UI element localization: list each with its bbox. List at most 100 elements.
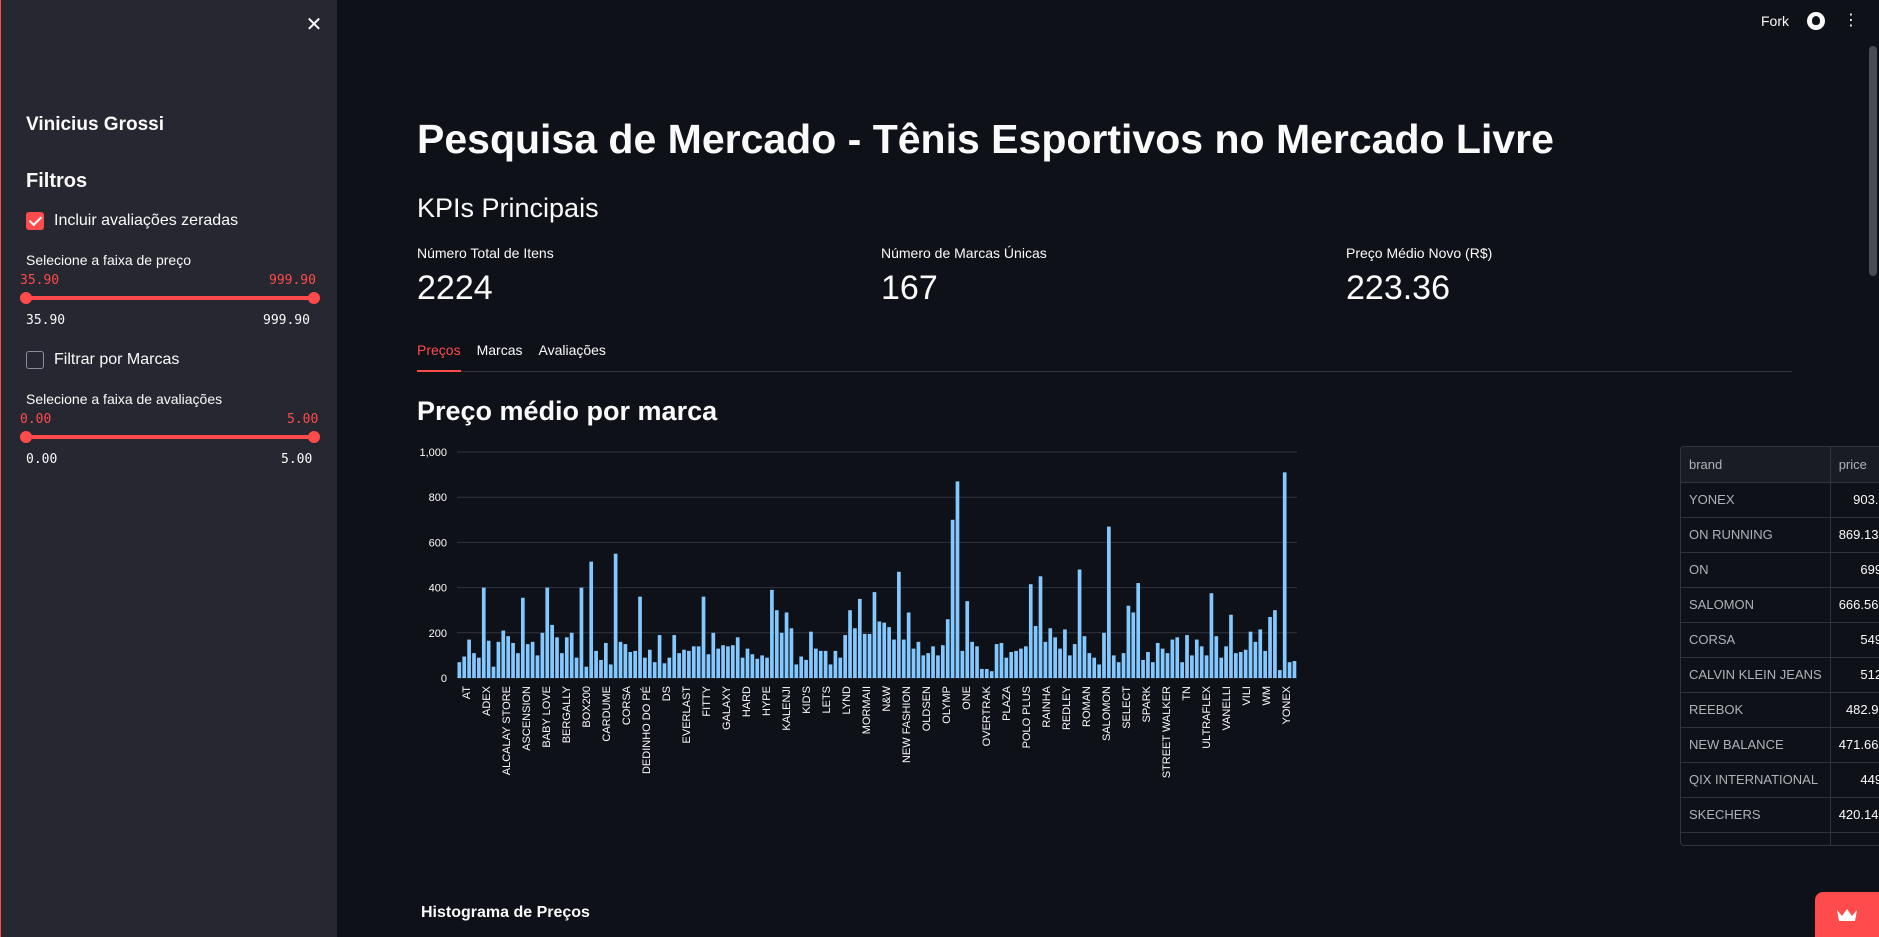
bar[interactable]	[1087, 653, 1092, 678]
bar[interactable]	[599, 659, 603, 678]
table-row[interactable]: QIX INTERNATIONAL449.9	[1681, 762, 1879, 798]
bar[interactable]	[828, 664, 833, 678]
bar[interactable]	[872, 592, 877, 678]
table-row[interactable]: CALVIN KLEIN JEANS512.9	[1681, 657, 1879, 693]
bar[interactable]	[1214, 636, 1219, 678]
bar[interactable]	[1131, 612, 1136, 678]
bar[interactable]	[643, 657, 647, 678]
bar[interactable]	[1107, 526, 1111, 678]
bar[interactable]	[1155, 642, 1160, 678]
bar[interactable]	[1043, 641, 1048, 678]
bar[interactable]	[1121, 653, 1126, 678]
price-slider-high-thumb[interactable]	[308, 292, 320, 304]
bar[interactable]	[1009, 652, 1014, 678]
bar[interactable]	[1077, 569, 1082, 678]
bar[interactable]	[965, 601, 970, 678]
bar[interactable]	[1185, 635, 1189, 678]
bar[interactable]	[848, 610, 852, 678]
bar[interactable]	[799, 656, 804, 678]
kebab-menu-icon[interactable]: ⋮	[1843, 12, 1859, 29]
bar[interactable]	[1082, 636, 1087, 678]
bar[interactable]	[687, 650, 691, 678]
bar[interactable]	[652, 662, 657, 678]
bar[interactable]	[511, 642, 515, 678]
bar[interactable]	[657, 635, 662, 678]
include-zero-ratings-checkbox[interactable]: Incluir avaliações zeradas	[26, 212, 238, 230]
bar[interactable]	[506, 636, 511, 678]
bar[interactable]	[1253, 641, 1258, 678]
bar[interactable]	[1199, 646, 1204, 678]
close-icon[interactable]: ✕	[305, 14, 323, 36]
bar[interactable]	[1072, 644, 1077, 678]
bar[interactable]	[1136, 583, 1141, 678]
bar[interactable]	[970, 641, 974, 678]
bar[interactable]	[818, 650, 823, 678]
bar[interactable]	[823, 650, 828, 678]
bar[interactable]	[980, 668, 984, 678]
bar[interactable]	[931, 646, 935, 678]
bar[interactable]	[892, 639, 896, 678]
tab-precos[interactable]: Preços	[417, 338, 461, 372]
bar[interactable]	[1048, 628, 1053, 678]
bar[interactable]	[755, 658, 760, 678]
bar[interactable]	[853, 628, 857, 678]
bar[interactable]	[1248, 631, 1253, 678]
bar[interactable]	[1180, 662, 1184, 678]
bar[interactable]	[574, 657, 579, 678]
bar[interactable]	[760, 655, 764, 678]
bar[interactable]	[740, 657, 745, 678]
bar[interactable]	[1258, 629, 1263, 678]
bar[interactable]	[730, 645, 735, 678]
bar[interactable]	[926, 653, 931, 678]
bar[interactable]	[496, 641, 501, 678]
bar[interactable]	[1273, 610, 1277, 678]
bar[interactable]	[887, 627, 891, 678]
column-header-price[interactable]: price	[1830, 447, 1879, 483]
bar[interactable]	[696, 646, 701, 678]
filter-brands-checkbox[interactable]: Filtrar por Marcas	[26, 351, 179, 369]
bar[interactable]	[516, 653, 520, 678]
bar[interactable]	[1277, 670, 1282, 678]
bar[interactable]	[745, 648, 750, 678]
bar[interactable]	[555, 637, 559, 678]
bar[interactable]	[1028, 584, 1033, 678]
bar[interactable]	[1234, 653, 1238, 678]
bar[interactable]	[491, 666, 496, 678]
bar[interactable]	[809, 631, 813, 678]
bar[interactable]	[989, 671, 994, 678]
bar[interactable]	[691, 646, 696, 678]
bar[interactable]	[901, 639, 906, 678]
github-icon[interactable]	[1807, 12, 1825, 30]
bar[interactable]	[1209, 593, 1214, 678]
bar[interactable]	[604, 642, 608, 678]
bar[interactable]	[1219, 657, 1224, 678]
bar[interactable]	[1238, 652, 1243, 678]
bar[interactable]	[1116, 662, 1121, 678]
bar[interactable]	[857, 598, 862, 678]
price-slider-track[interactable]	[26, 296, 314, 300]
bar[interactable]	[843, 635, 847, 678]
bar[interactable]	[462, 656, 467, 678]
bar[interactable]	[726, 646, 730, 678]
bar[interactable]	[457, 662, 462, 678]
bar[interactable]	[1170, 639, 1175, 678]
bar[interactable]	[550, 624, 554, 678]
bar[interactable]	[608, 664, 613, 678]
bar[interactable]	[486, 640, 491, 678]
bar[interactable]	[1292, 661, 1297, 678]
bar[interactable]	[1150, 662, 1155, 678]
fork-link[interactable]: Fork	[1761, 13, 1789, 29]
bar[interactable]	[765, 657, 769, 678]
bar[interactable]	[1190, 655, 1194, 678]
checkbox-unchecked-icon[interactable]	[26, 351, 44, 369]
bar[interactable]	[1014, 650, 1018, 678]
bar[interactable]	[916, 641, 921, 678]
bar[interactable]	[594, 650, 598, 678]
bar[interactable]	[472, 653, 476, 678]
bar[interactable]	[1287, 662, 1292, 678]
bar[interactable]	[867, 633, 872, 678]
bar[interactable]	[589, 561, 594, 678]
